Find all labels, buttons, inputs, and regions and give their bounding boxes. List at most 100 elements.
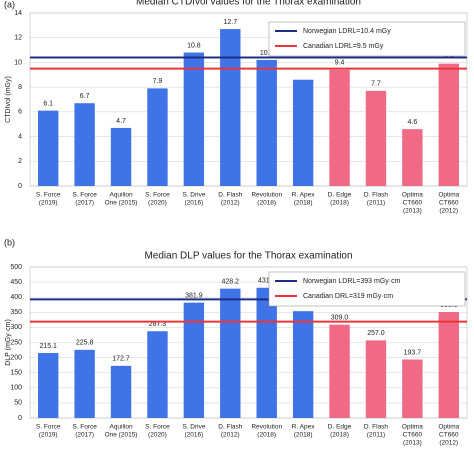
bar xyxy=(438,312,459,418)
bar xyxy=(220,29,241,186)
data-label: 12.7 xyxy=(223,19,237,26)
x-tick-label: R. Apex xyxy=(292,424,316,431)
x-tick-label: (2012) xyxy=(221,200,240,207)
legend-label: Canadian LDRL=9.5 mGy xyxy=(303,43,384,50)
x-tick-label: Optima xyxy=(438,424,459,431)
y-tick-label: 300 xyxy=(10,324,22,331)
y-tick-label: 0 xyxy=(18,415,22,422)
x-tick-label: Optima xyxy=(438,192,459,199)
bar xyxy=(183,302,205,418)
data-label: 4.7 xyxy=(116,118,126,125)
y-tick-label: 100 xyxy=(10,385,22,392)
y-tick-label: 12 xyxy=(14,35,22,42)
bar xyxy=(438,63,459,186)
y-tick-label: 150 xyxy=(10,370,22,377)
x-tick-label: Revolution xyxy=(251,424,282,431)
bar xyxy=(292,79,314,186)
data-label: 193.7 xyxy=(404,349,422,356)
x-tick-label: CT660 xyxy=(439,200,459,207)
x-tick-label: Revolution xyxy=(251,192,282,199)
x-tick-label: (2018) xyxy=(257,200,276,207)
legend-label: Canadian DRL=319 mGy·cm xyxy=(303,293,393,300)
data-label: 6.7 xyxy=(80,93,90,100)
bar xyxy=(147,331,168,418)
x-tick-label: (2016) xyxy=(184,432,203,439)
bar xyxy=(220,288,241,418)
x-tick-label: One (2015) xyxy=(105,432,138,439)
x-tick-label: (2012) xyxy=(439,440,458,447)
y-tick-label: 50 xyxy=(14,400,22,407)
bar xyxy=(402,129,423,186)
y-tick-label: 200 xyxy=(10,354,22,361)
bar xyxy=(110,127,132,186)
x-tick-label: (2018) xyxy=(257,432,276,439)
data-label: 431.2 xyxy=(258,278,276,285)
x-tick-label: (2018) xyxy=(294,432,313,439)
y-tick-label: 450 xyxy=(10,279,22,286)
x-tick-label: (2011) xyxy=(367,432,385,439)
x-tick-label: (2013) xyxy=(403,440,422,447)
x-tick-label: (2018) xyxy=(330,200,349,207)
y-axis-label: DLP (mGy·cm) xyxy=(5,319,12,366)
bar xyxy=(74,103,95,186)
legend-label: Norwegian LDRL=10.4 mGy xyxy=(303,28,391,35)
x-tick-label: D. Edge xyxy=(328,192,352,199)
x-tick-label: Optima xyxy=(402,192,423,199)
bar xyxy=(402,359,423,418)
bar xyxy=(292,311,314,418)
bar xyxy=(256,59,277,187)
data-label: 7.7 xyxy=(371,81,381,88)
plot-frame xyxy=(29,266,468,419)
bar xyxy=(110,365,132,418)
data-label: 257.0 xyxy=(367,330,385,337)
data-label: 428.2 xyxy=(222,279,240,286)
bar xyxy=(329,324,350,418)
x-tick-label: CT660 xyxy=(403,432,423,439)
x-tick-label: (2018) xyxy=(330,432,349,439)
bar xyxy=(74,349,95,418)
x-tick-label: Optima xyxy=(402,424,423,431)
data-label: 10.8 xyxy=(187,42,201,49)
bar xyxy=(183,52,205,186)
panel-label: (a) xyxy=(4,0,15,9)
data-label: 7.9 xyxy=(153,78,163,85)
y-axis-label: CTDIvol (mGy) xyxy=(5,76,12,123)
x-tick-label: Aquilion xyxy=(109,192,133,199)
data-label: 9.4 xyxy=(335,60,345,67)
x-tick-label: S. Force xyxy=(36,192,61,199)
bar xyxy=(365,90,387,186)
x-tick-label: D. Flash xyxy=(218,424,243,431)
y-tick-label: 6 xyxy=(18,109,22,116)
legend-label: Norwegian LDRL=393 mGy·cm xyxy=(303,278,401,285)
x-tick-label: (2018) xyxy=(294,200,313,207)
x-tick-label: CT660 xyxy=(439,432,459,439)
x-tick-label: S. Drive xyxy=(182,424,206,431)
y-tick-label: 500 xyxy=(10,264,22,271)
data-label: 287.3 xyxy=(149,321,167,328)
y-tick-label: 8 xyxy=(18,84,22,91)
y-tick-label: 4 xyxy=(18,133,22,140)
data-label: 4.6 xyxy=(408,119,418,126)
x-tick-label: D. Flash xyxy=(364,192,389,199)
y-tick-label: 400 xyxy=(10,294,22,301)
x-tick-label: (2019) xyxy=(39,200,58,207)
bar xyxy=(256,287,277,418)
x-tick-label: (2011) xyxy=(367,200,385,207)
panel-label: (b) xyxy=(4,237,15,247)
x-tick-label: (2012) xyxy=(221,432,240,439)
x-tick-label: (2017) xyxy=(75,432,94,439)
y-tick-label: 2 xyxy=(18,158,22,165)
x-tick-label: D. Edge xyxy=(328,424,352,431)
bar xyxy=(329,69,350,186)
x-tick-label: S. Force xyxy=(72,192,97,199)
x-tick-label: (2020) xyxy=(148,200,167,207)
chart-title: Median DLP values for the Thorax examina… xyxy=(144,251,352,262)
bar xyxy=(38,110,59,186)
legend-box xyxy=(268,21,466,57)
x-tick-label: S. Force xyxy=(72,424,97,431)
x-tick-label: Aquilion xyxy=(109,424,133,431)
x-tick-label: R. Apex xyxy=(292,192,316,199)
x-tick-label: (2012) xyxy=(439,208,458,215)
x-tick-label: D. Flash xyxy=(218,192,243,199)
y-tick-label: 10 xyxy=(14,59,22,66)
